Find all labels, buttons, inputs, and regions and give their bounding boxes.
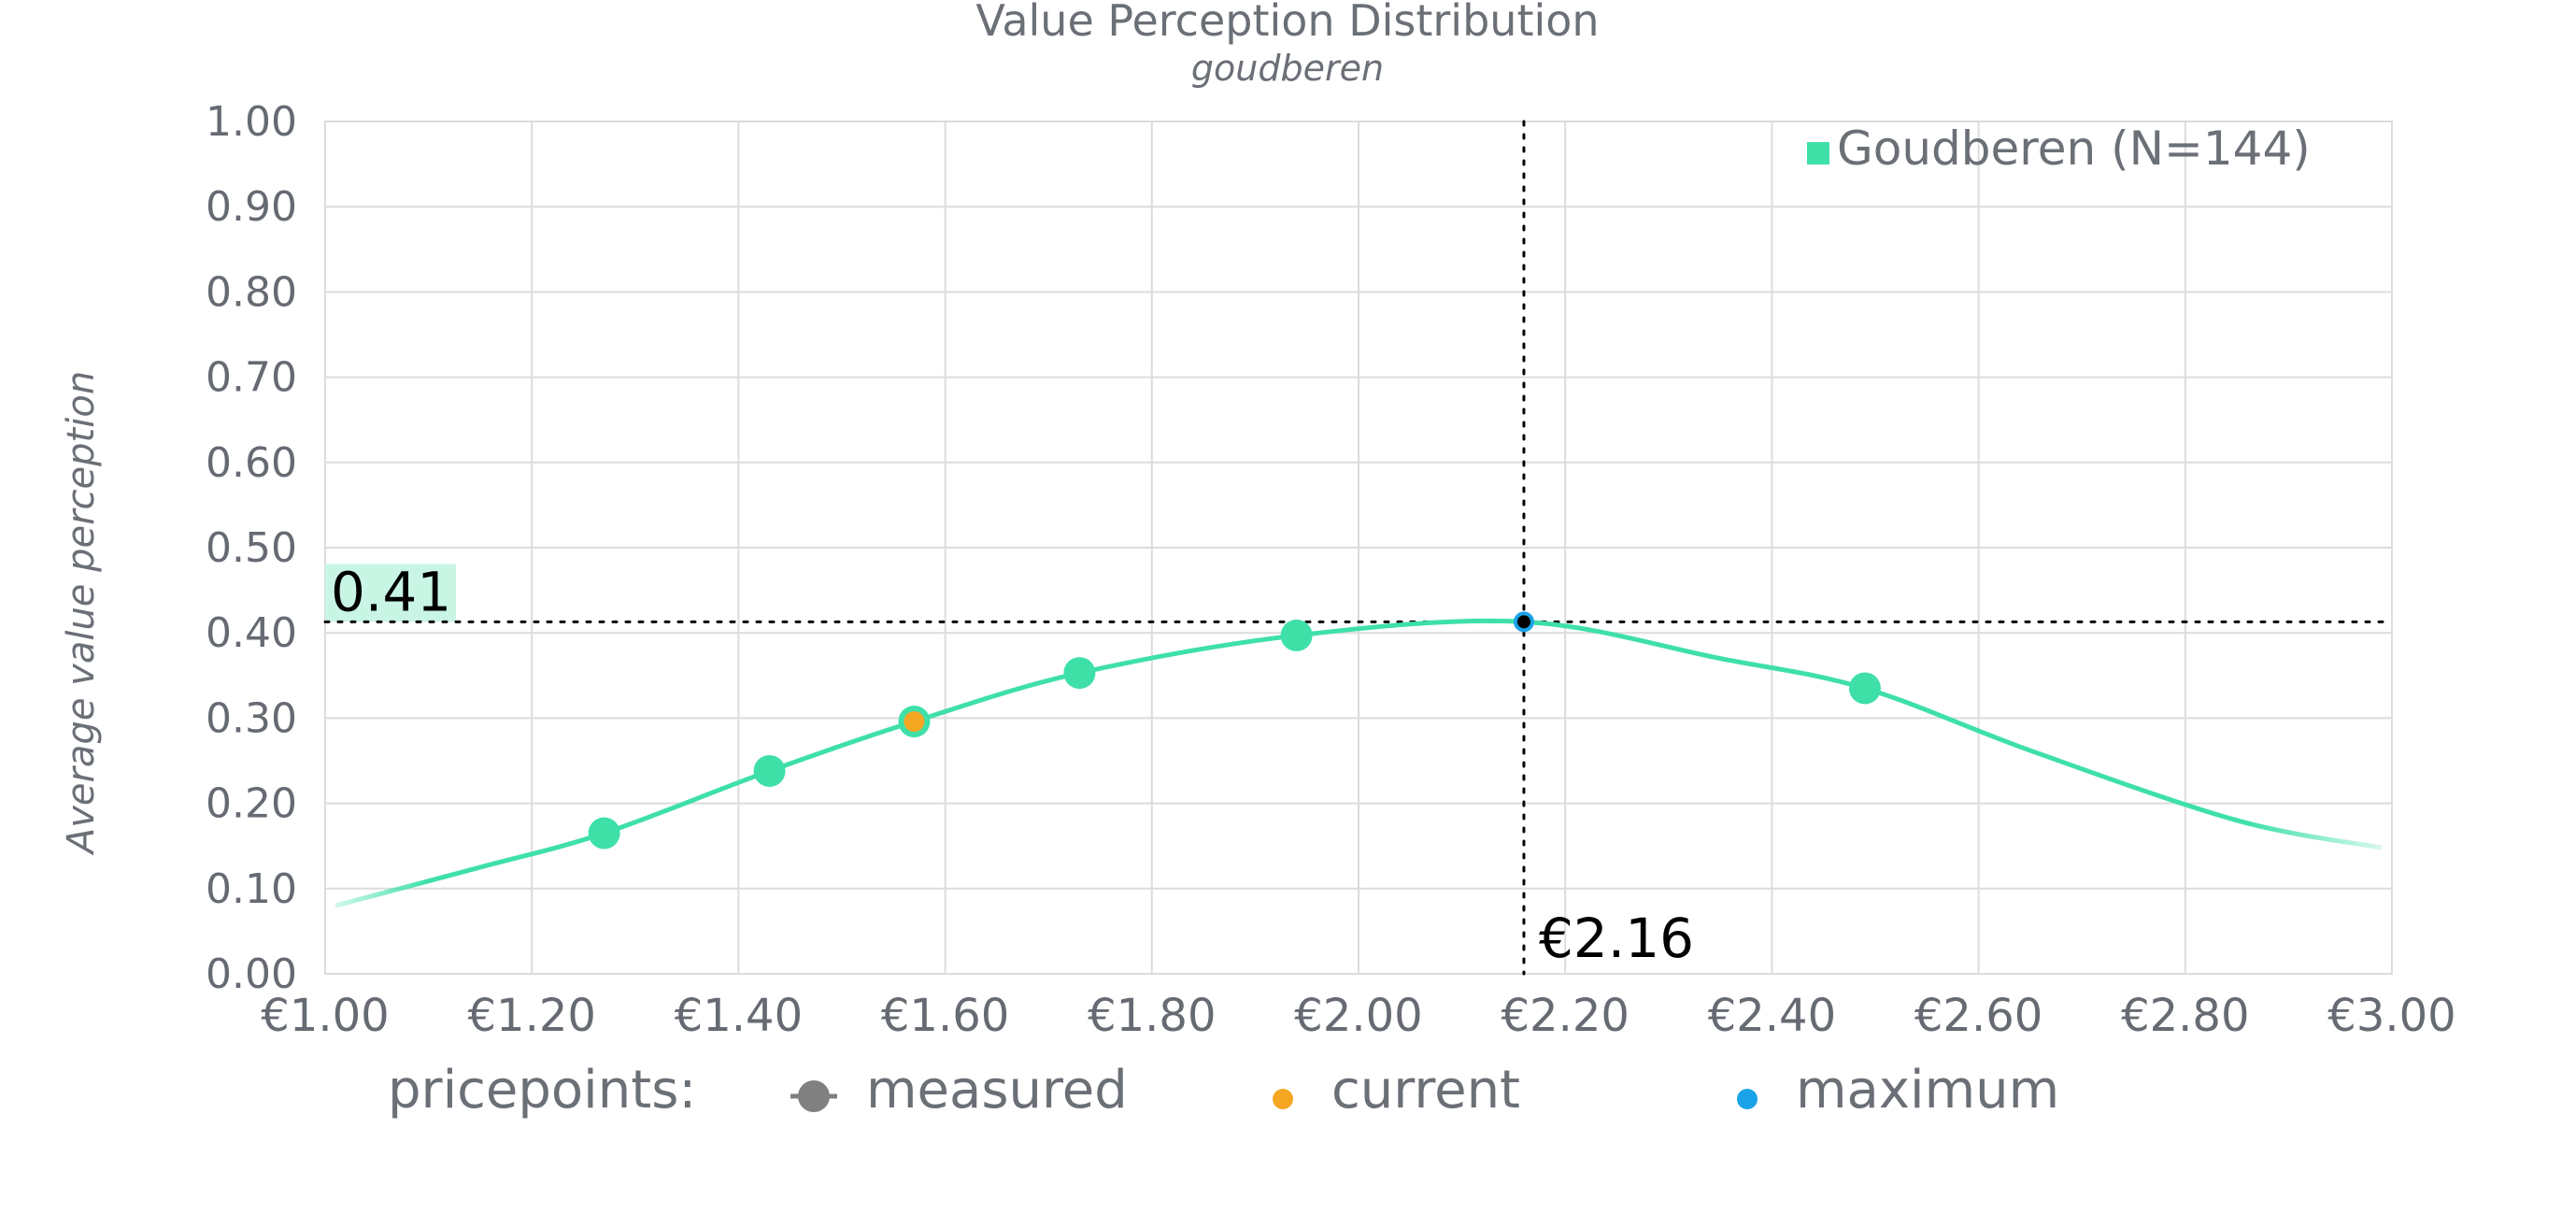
measured-point [1280,619,1313,651]
current-marker [1273,1089,1293,1109]
value-perception-curve [334,618,2383,908]
chart-title: Value Perception Distribution [975,0,1599,46]
x-tick-label: €2.00 [1294,990,1422,1042]
x-tick-label: €1.00 [261,990,389,1042]
y-tick-label: 1.00 [206,98,297,146]
x-tick-label: €1.60 [881,990,1009,1042]
max-price-label: €2.16 [1539,907,1694,970]
maximum-price-point [1513,611,1534,633]
measured-point [1063,657,1096,690]
y-tick-label: 0.20 [206,780,297,828]
x-tick-label: €2.20 [1501,990,1629,1042]
legend-entry-goudberen: Goudberen (N=144) [1837,121,2311,176]
current-price-point [904,711,925,733]
pricepoints-legend-title: pricepoints: [388,1060,696,1121]
measured-point [588,817,620,850]
x-tick-label: €2.80 [2121,990,2249,1042]
y-tick-label: 0.30 [206,694,297,742]
x-tick-label: €1.80 [1088,990,1216,1042]
y-tick-label: 0.00 [206,950,297,998]
y-tick-label: 0.10 [206,865,297,913]
x-tick-label: €2.60 [1914,990,2042,1042]
chart-subtitle: goudberen [1191,48,1384,89]
measured-point [1848,672,1881,705]
y-tick-label: 0.50 [206,524,297,572]
legend-current: current [1273,1060,1520,1121]
max-value-label: 0.41 [331,560,451,623]
y-tick-label: 0.40 [206,609,297,657]
y-axis-ticks: 0.00 0.10 0.20 0.30 0.40 0.50 0.60 0.70 0.80 0.90… [206,98,297,998]
maximum-legend-label: maximum [1796,1060,2059,1121]
y-tick-label: 0.80 [206,268,297,316]
y-tick-label: 0.60 [206,439,297,487]
measured-points [588,619,1881,850]
x-tick-label: €1.40 [675,990,803,1042]
legend-maximum: maximum [1737,1060,2059,1121]
horizontal-gridlines [325,121,2392,975]
x-tick-label: €3.00 [2327,990,2455,1042]
current-legend-label: current [1331,1060,1520,1121]
measured-marker [798,1080,830,1112]
maximum-marker [1737,1089,1758,1109]
legend-swatch-goudberen [1807,142,1829,164]
measured-point [753,754,786,787]
x-tick-label: €2.40 [1708,990,1836,1042]
y-tick-label: 0.90 [206,183,297,231]
y-tick-label: 0.70 [206,354,297,402]
x-axis-ticks: €1.00 €1.20 €1.40 €1.60 €1.80 €2.00 €2.20 €2.40… [261,990,2455,1042]
legend-measured: measured [790,1060,1128,1121]
y-axis-label: Average value perception [60,371,103,856]
x-tick-label: €1.20 [467,990,595,1042]
measured-legend-label: measured [866,1060,1128,1121]
max-value-label-background [325,564,456,622]
